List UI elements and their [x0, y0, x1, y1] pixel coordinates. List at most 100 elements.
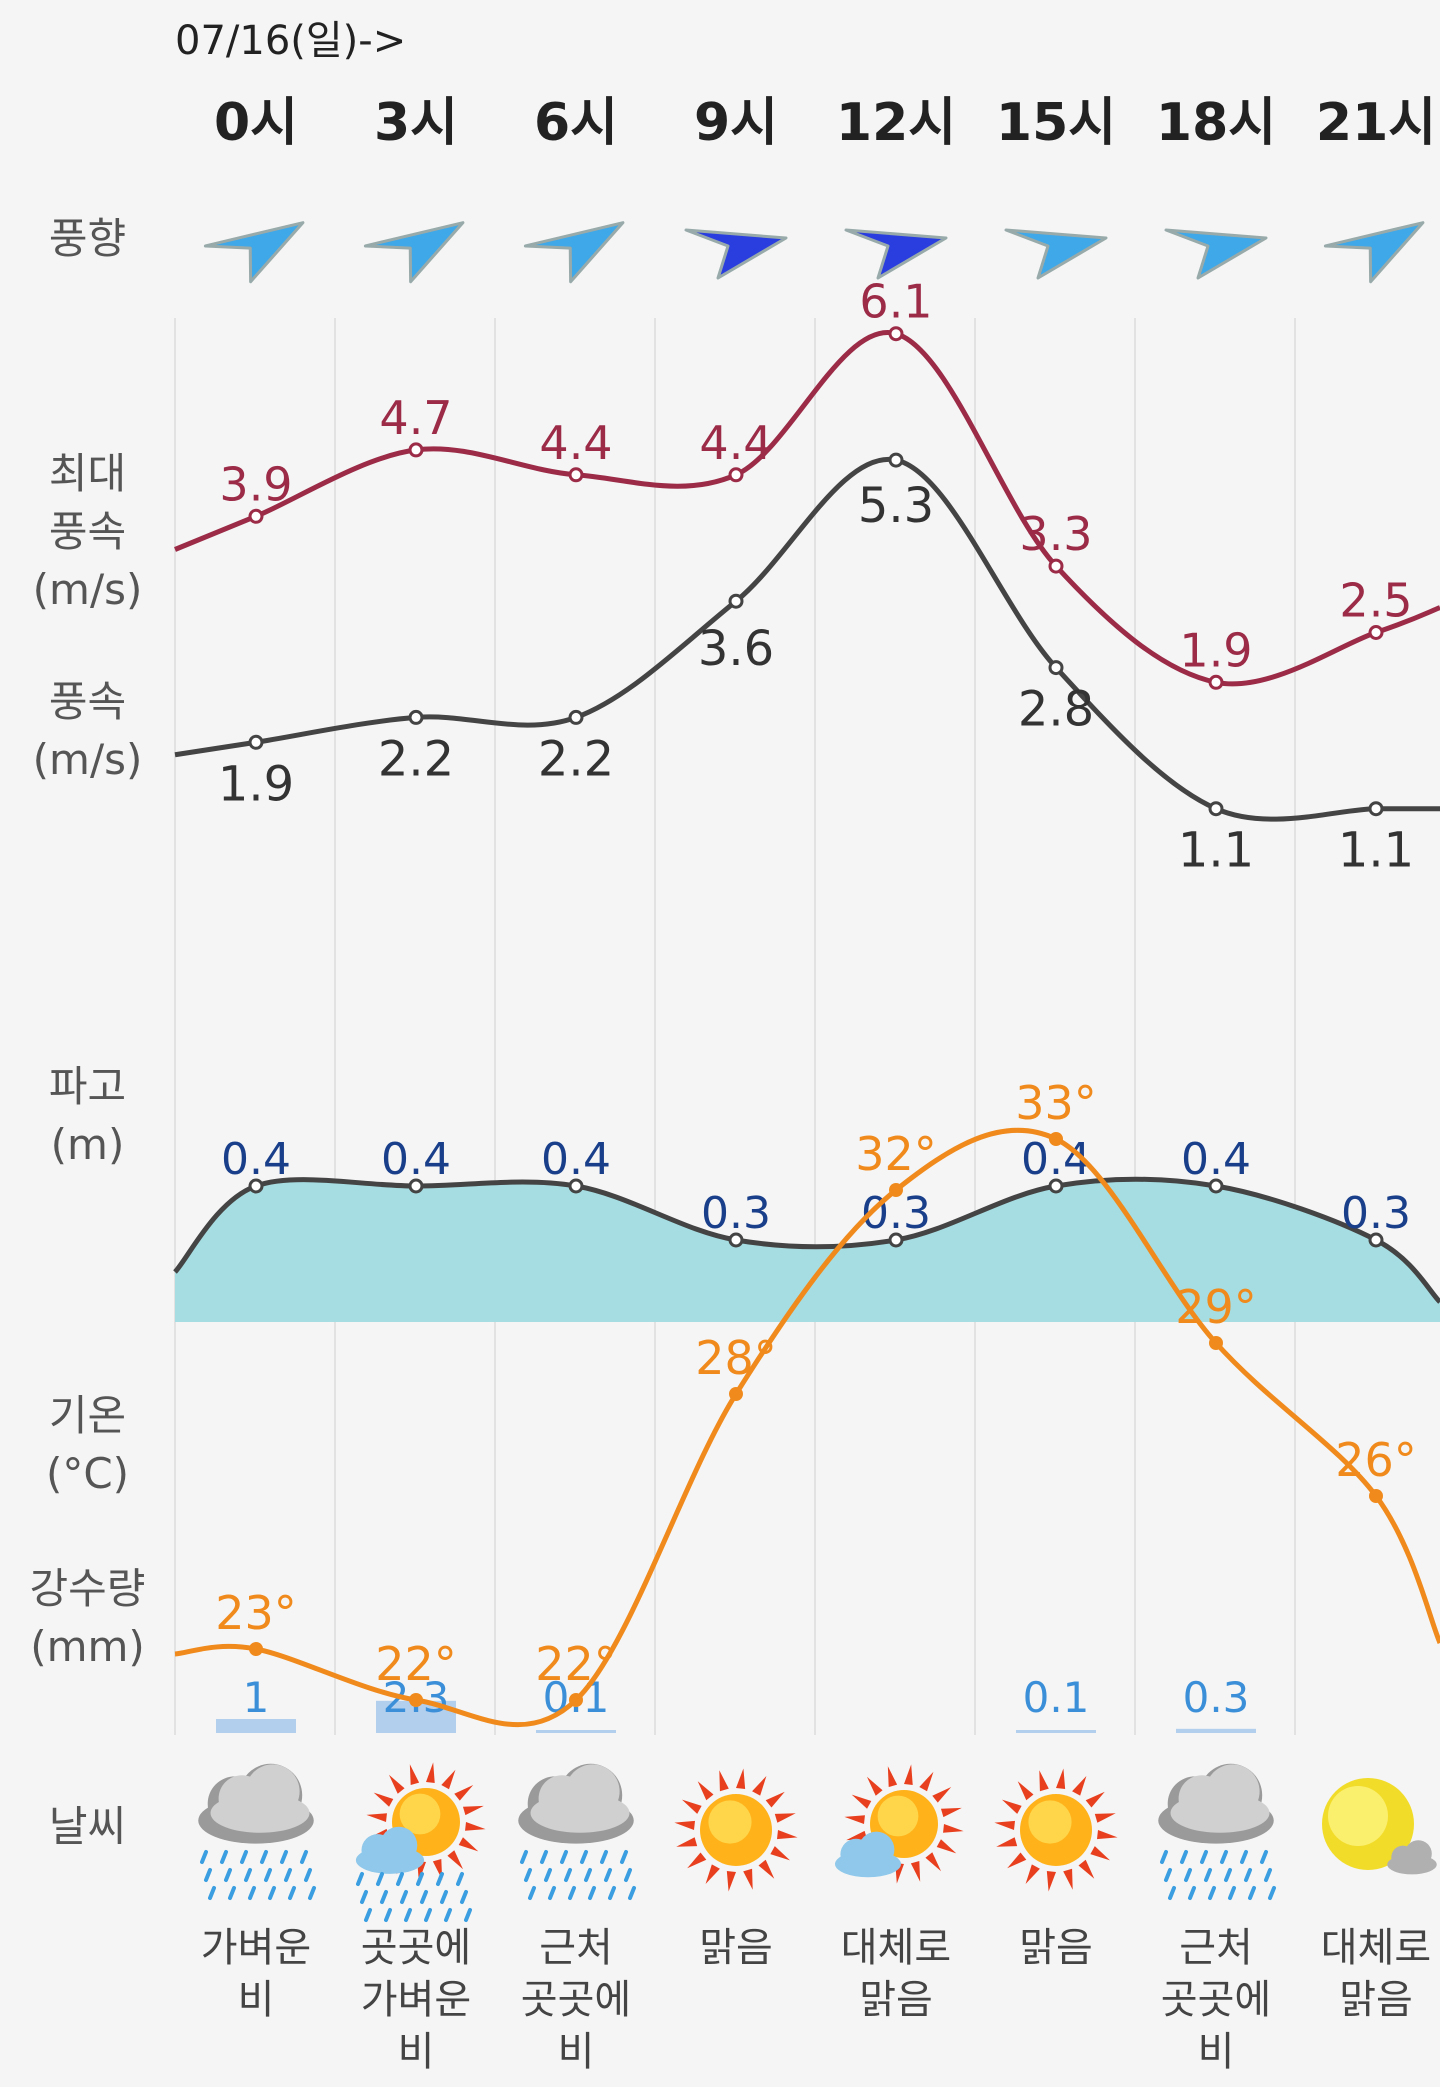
rain-drop: [284, 1868, 292, 1882]
wave-point: [1048, 1178, 1064, 1194]
rain-drop: [1264, 1868, 1272, 1882]
temperature-point: [889, 1183, 903, 1197]
rain-drop: [1240, 1850, 1248, 1864]
rain-drop: [404, 1908, 412, 1922]
sun-ray: [687, 1852, 707, 1869]
rain-drop: [464, 1908, 472, 1922]
rain-drop: [264, 1868, 272, 1882]
rain-drop: [1244, 1868, 1252, 1882]
sun-ray: [458, 1837, 479, 1852]
rain-drop: [240, 1850, 248, 1864]
rain-drop: [444, 1908, 452, 1922]
wind-value-label: 1.1: [1178, 823, 1254, 879]
wave-point: [728, 1232, 744, 1248]
weather-description: 맑음: [1019, 1925, 1093, 1971]
sun-ray: [726, 1870, 736, 1892]
rain-drop: [268, 1886, 276, 1900]
rain-drop: [524, 1868, 532, 1882]
rain-drop: [588, 1886, 596, 1900]
date-label: 07/16(일)->: [175, 18, 407, 64]
row-label-temp: 기온 (°C): [45, 1391, 130, 1498]
sun-highlight: [877, 1795, 919, 1837]
rain-drop: [376, 1872, 384, 1886]
sun-ray: [719, 1770, 729, 1792]
wave-point: [1208, 1178, 1224, 1194]
temperature-value-label: 32°: [855, 1127, 937, 1181]
wind-point: [568, 709, 584, 725]
max-wind-value-label: 3.3: [1019, 507, 1092, 561]
sun-ray: [846, 1830, 868, 1841]
temperature-value-label: 23°: [215, 1586, 297, 1640]
precip-bar: [536, 1730, 616, 1733]
cloud-puff: [1404, 1840, 1432, 1868]
sun-ray: [426, 1762, 435, 1783]
wave-point: [888, 1232, 904, 1248]
precip-value-label: 0.1: [1023, 1673, 1090, 1722]
row-label-max-wind: 최대 풍속 (m/s): [32, 449, 143, 614]
wind-value-label: 3.6: [698, 621, 774, 677]
weather-description: 대체로 맑음: [1320, 1925, 1432, 2023]
sun-ray: [1085, 1791, 1105, 1808]
rain-drop: [568, 1886, 576, 1900]
rain-cloud-icon: [198, 1763, 316, 1900]
rain-drop: [244, 1868, 252, 1882]
rain-drop: [540, 1850, 548, 1864]
rain-drop: [1184, 1868, 1192, 1882]
hour-label: 3시: [373, 93, 459, 153]
temperature-point: [729, 1387, 743, 1401]
wind-point: [248, 734, 264, 750]
sun-ray: [1094, 1813, 1116, 1823]
wave-value-label: 0.4: [541, 1134, 611, 1185]
temperature-point: [569, 1693, 583, 1707]
wave-value-label: 0.3: [701, 1188, 771, 1239]
wave-point: [248, 1178, 264, 1194]
wave-value-label: 0.3: [1341, 1188, 1411, 1239]
rain-drop: [380, 1890, 388, 1904]
row-label-wind: 풍속 (m/s): [32, 677, 143, 784]
rain-drop: [416, 1872, 424, 1886]
sun-ray: [887, 1766, 898, 1788]
cloud-puff: [245, 1764, 300, 1819]
sun-icon: [994, 1768, 1118, 1892]
sun-ray: [447, 1850, 464, 1870]
rain-drop: [1224, 1868, 1232, 1882]
sun-ray: [1007, 1852, 1027, 1869]
rain-drop: [400, 1890, 408, 1904]
sun-ray: [940, 1807, 962, 1818]
rain-drop: [384, 1908, 392, 1922]
sun-ray: [409, 1764, 420, 1786]
rain-drop: [1160, 1850, 1168, 1864]
wind-arrow-shape: [1164, 228, 1268, 280]
rain-drop: [420, 1890, 428, 1904]
precip-bar: [216, 1719, 296, 1733]
sun-ray: [919, 1771, 934, 1792]
wave-point: [568, 1178, 584, 1194]
temperature-point: [1369, 1489, 1383, 1503]
rain-drop: [1260, 1850, 1268, 1864]
sun-ray: [994, 1820, 1016, 1830]
sun-ray: [1039, 1770, 1049, 1792]
weather-description: 근처 곳곳에 비: [520, 1925, 632, 2075]
rain-drop: [224, 1868, 232, 1882]
sun-ray: [1072, 1775, 1087, 1796]
sun-ray: [1090, 1846, 1111, 1861]
rain-drop: [248, 1886, 256, 1900]
wave-point: [408, 1178, 424, 1194]
sun-ray: [441, 1769, 456, 1790]
cloud-puff: [1205, 1764, 1260, 1819]
precip-bar: [1016, 1730, 1096, 1733]
max-wind-point: [1368, 625, 1384, 640]
arrow-northeast-icon: [363, 221, 465, 284]
weather-description: 대체로 맑음: [840, 1925, 952, 2023]
sun-ray: [681, 1799, 702, 1814]
wind-point: [1208, 801, 1224, 817]
rain-drop: [360, 1890, 368, 1904]
sun-ray: [996, 1837, 1018, 1847]
arrow-east-icon: [1164, 228, 1268, 280]
wind-point: [728, 593, 744, 609]
row-label-wave: 파고 (m): [48, 1062, 127, 1169]
rain-drop: [608, 1886, 616, 1900]
sun-ray: [904, 1764, 913, 1785]
max-wind-point: [1048, 558, 1064, 574]
